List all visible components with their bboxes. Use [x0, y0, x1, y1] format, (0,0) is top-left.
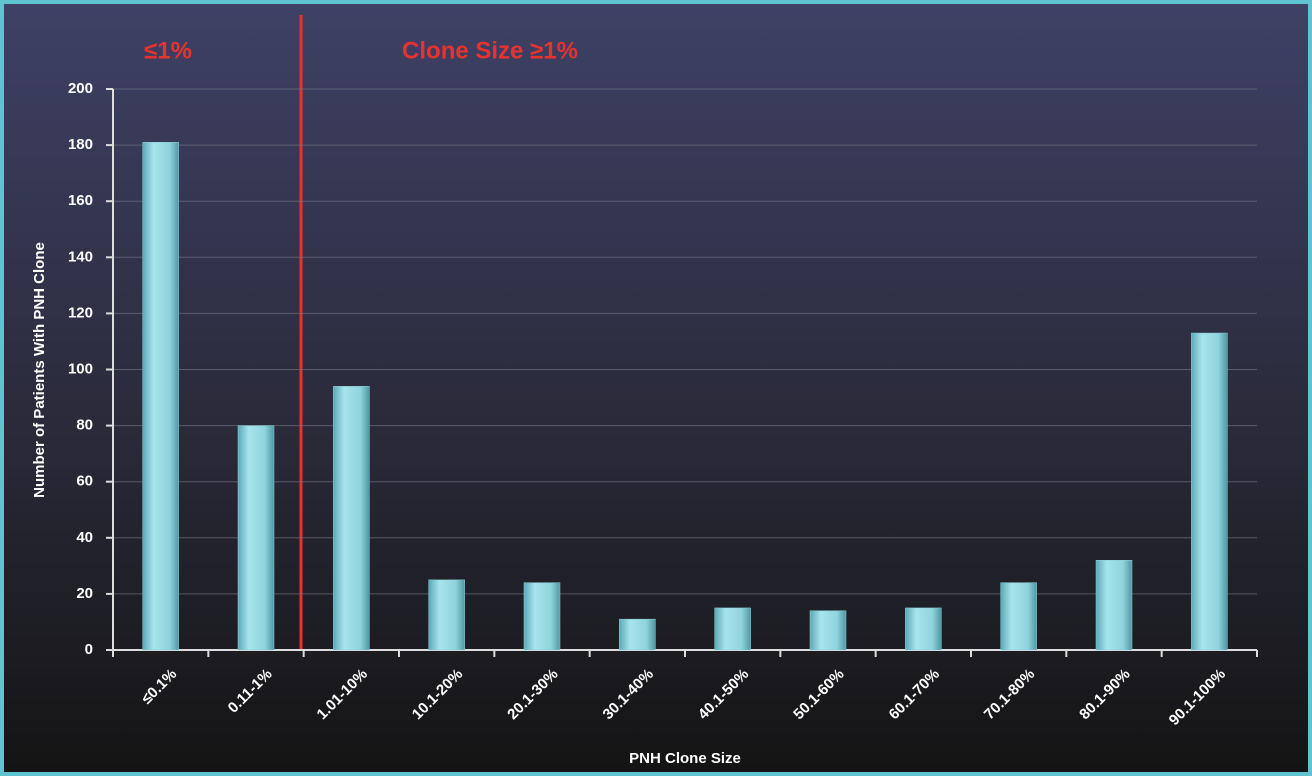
- bar: [1095, 559, 1133, 651]
- y-tick-label: 40: [76, 529, 93, 546]
- bar: [905, 607, 942, 651]
- y-tick-label: 80: [76, 417, 93, 434]
- x-axis-title: PNH Clone Size: [629, 750, 741, 767]
- bar: [809, 610, 847, 651]
- bar: [142, 142, 179, 651]
- annotation: Clone Size ≥1%: [402, 37, 578, 64]
- y-axis-title: Number of Patients With PNH Clone: [31, 242, 48, 498]
- y-tick-label: 200: [68, 80, 93, 97]
- annotation: ≤1%: [144, 37, 192, 64]
- bar: [428, 579, 465, 651]
- bar: [714, 607, 751, 651]
- y-tick-label: 180: [68, 136, 93, 153]
- y-tick-label: 60: [76, 473, 93, 490]
- bar: [1191, 332, 1228, 651]
- y-tick-label: 140: [68, 248, 93, 265]
- bar: [619, 618, 656, 651]
- bar: [333, 386, 370, 651]
- bar: [1000, 582, 1037, 651]
- y-tick-label: 20: [76, 585, 93, 602]
- y-tick-label: 120: [68, 304, 93, 321]
- bar: [237, 425, 275, 651]
- y-tick-label: 100: [68, 360, 93, 377]
- y-tick-label: 0: [85, 641, 93, 658]
- y-tick-label: 160: [68, 192, 93, 209]
- bar: [523, 582, 561, 651]
